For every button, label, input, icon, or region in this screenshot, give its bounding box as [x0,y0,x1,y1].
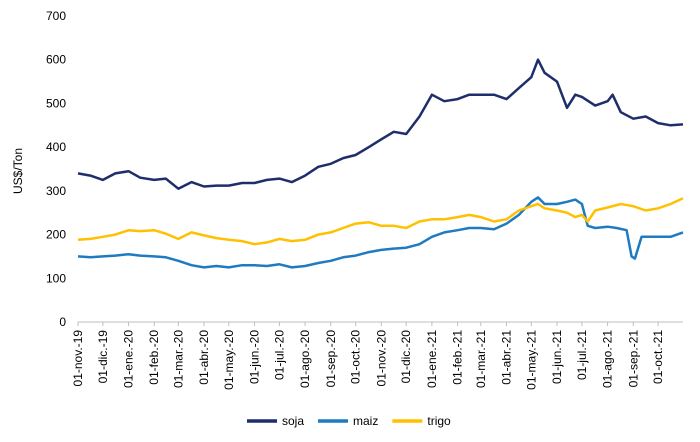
x-tick-label: 01-oct.-20 [349,330,363,384]
x-tick-label: 01-nov.-19 [71,330,85,387]
x-tick-label: 01-sep.-21 [626,330,640,388]
x-tick-label: 01-dic.-19 [96,330,110,384]
legend-label-soja: soja [282,414,304,428]
y-tick-label: 500 [46,96,66,110]
x-tick-label: 01-may.-20 [222,330,236,390]
x-axis-ticks: 01-nov.-19 01-dic.-19 01-ene.-20 01-feb.-20… [71,322,665,390]
y-tick-label: 300 [46,184,66,198]
x-tick-label: 01-feb.-20 [147,330,161,385]
series-lines [77,58,684,269]
x-tick-label: 01-ene.-21 [425,330,439,388]
x-tick-label: 01-mar.-20 [171,330,185,388]
y-tick-label: 100 [46,271,66,285]
x-tick-label: 01-may.-21 [524,330,538,390]
y-axis-ticks: 0 100 200 300 400 500 600 700 [46,9,66,329]
y-tick-label: 200 [46,228,66,242]
legend-label-maiz: maiz [353,414,378,428]
x-tick-label: 01-jun.-20 [248,330,262,384]
x-tick-label: 01-dic.-20 [399,330,413,384]
x-tick-label: 01-jun.-21 [550,330,564,384]
x-tick-label: 01-jul.-21 [575,330,589,380]
x-tick-label: 01-sep.-20 [324,330,338,388]
x-tick-label: 01-oct.-21 [651,330,665,384]
x-tick-label: 01-nov.-20 [374,330,388,387]
series-line-soja [77,58,684,190]
series-line-trigo [77,197,684,246]
x-tick-label: 01-mar.-21 [474,330,488,388]
x-tick-label: 01-abr.-20 [197,330,211,385]
x-tick-label: 01-feb.-21 [451,330,465,385]
y-tick-label: 700 [46,9,66,23]
series-line-maiz [77,196,684,269]
y-tick-label: 0 [59,315,66,329]
y-tick-label: 600 [46,53,66,67]
y-axis-title: US$/Ton [11,148,25,194]
x-tick-label: 01-ago.-21 [601,330,615,388]
x-tick-label: 01-ago.-20 [298,330,312,388]
legend-label-trigo: trigo [427,414,451,428]
legend: soja maiz trigo [247,414,451,428]
x-tick-label: 01-abr.-21 [499,330,513,385]
y-tick-label: 400 [46,140,66,154]
x-tick-label: 01-jul.-20 [272,330,286,380]
x-tick-label: 01-ene.-20 [122,330,136,388]
